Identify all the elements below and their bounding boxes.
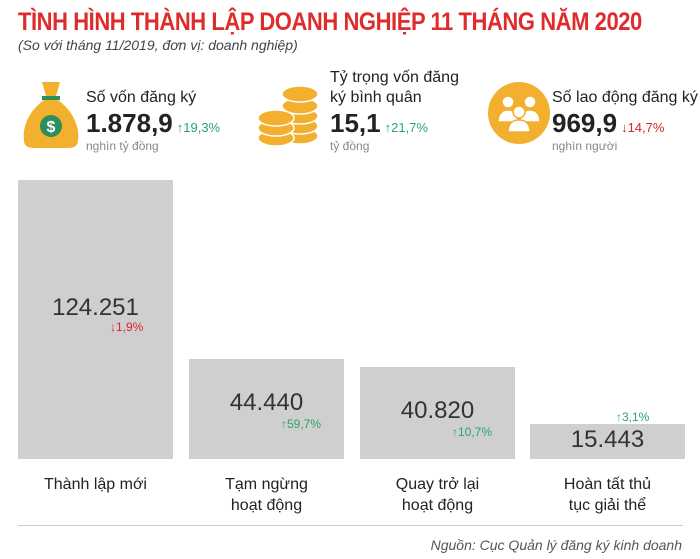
bar: [360, 367, 515, 459]
source-note: Nguồn: Cục Quản lý đăng ký kinh doanh: [430, 537, 682, 553]
stat-registered-labor: Số lao động đăng ký 969,9 ↓14,7% nghìn ng…: [552, 88, 698, 153]
stat-label: Số vốn đăng ký: [86, 89, 197, 106]
divider: [18, 525, 683, 526]
category-label: Tạm ngừng hoạt động: [225, 476, 308, 514]
stat-change: ↑19,3%: [176, 120, 221, 135]
category-label: Hoàn tất thủ tục giải thể: [563, 476, 652, 514]
page-subtitle: (So với tháng 11/2019, đơn vị: doanh ngh…: [18, 37, 298, 53]
stat-value: 15,1: [330, 108, 381, 138]
bar-value-label: 15.443: [570, 426, 645, 454]
stat-average-capital: Tỷ trọng vốn đăng ký bình quân 15,1 ↑21,7…: [330, 68, 460, 153]
money-bag-icon: $: [23, 82, 79, 148]
bar-change-label: ↑3,1%: [616, 410, 650, 425]
bar-value-label: 40.820: [400, 397, 475, 425]
bar-change-label: ↑59,7%: [281, 417, 322, 432]
stat-unit: nghìn tỷ đồng: [86, 139, 159, 153]
stat-change: ↓14,7%: [621, 120, 665, 135]
page-title: TÌNH HÌNH THÀNH LẬP DOANH NGHIỆP 11 THÁN…: [18, 8, 642, 36]
bar: [189, 359, 344, 459]
bar-change-label: ↑10,7%: [452, 425, 493, 440]
category-label: Quay trở lại hoạt động: [395, 476, 480, 514]
bar-value-label: 44.440: [229, 389, 304, 417]
bar-value-label: 124.251: [52, 294, 139, 321]
stat-value: 969,9: [552, 108, 618, 138]
svg-text:$: $: [47, 119, 56, 136]
stat-change: ↑21,7%: [384, 120, 428, 135]
stat-registered-capital: Số vốn đăng ký 1.878,9 ↑19,3% nghìn tỷ đồ…: [86, 88, 220, 153]
bar: [18, 180, 173, 459]
coins-icon: [257, 85, 319, 147]
stat-label: Số lao động đăng ký: [552, 89, 698, 106]
people-icon: [488, 82, 550, 144]
stat-label: Tỷ trọng vốn đăng ký bình quân: [330, 69, 459, 106]
stat-unit: nghìn người: [552, 139, 618, 153]
bar: [530, 424, 685, 459]
stat-value: 1.878,9: [86, 108, 173, 138]
category-label: Thành lập mới: [44, 476, 147, 493]
stat-unit: tỷ đồng: [330, 139, 370, 153]
bar-change-label: ↓1,9%: [110, 320, 144, 334]
